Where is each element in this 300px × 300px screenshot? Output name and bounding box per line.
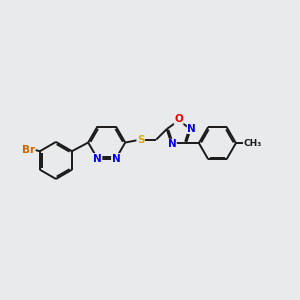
Text: N: N [112, 154, 120, 164]
Text: N: N [167, 139, 176, 149]
Text: Br: Br [22, 145, 35, 155]
Text: N: N [93, 154, 102, 164]
Text: N: N [188, 124, 196, 134]
Text: S: S [137, 134, 145, 145]
Text: CH₃: CH₃ [244, 139, 262, 148]
Text: O: O [174, 114, 183, 124]
